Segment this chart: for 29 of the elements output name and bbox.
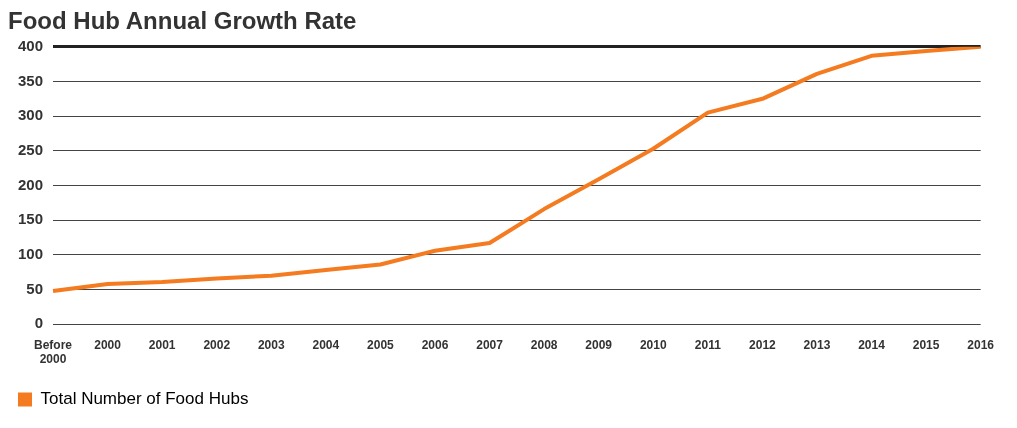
x-tick-label: 2009	[585, 337, 613, 352]
x-tick-label: 2001	[148, 337, 176, 352]
x-tick-label: Before 2000	[34, 337, 73, 367]
x-tick-label: 2007	[476, 337, 504, 352]
legend-label: Total Number of Food Hubs	[40, 389, 249, 409]
x-tick-label: 2015	[912, 337, 940, 352]
x-tick-label: 2011	[694, 337, 722, 352]
y-tick-label: 100	[18, 244, 44, 262]
x-tick-label: 2000	[94, 337, 122, 352]
y-tick-label: 400	[18, 36, 44, 54]
x-tick-label: 2016	[967, 337, 995, 352]
x-tick-label: 2002	[203, 337, 231, 352]
x-tick-label: 2004	[312, 337, 340, 352]
y-tick-label: 150	[18, 210, 44, 228]
chart-title: Food Hub Annual Growth Rate	[8, 7, 357, 35]
y-tick-label: 300	[18, 106, 44, 124]
y-tick-label: 350	[18, 71, 44, 89]
x-tick-label: 2014	[858, 337, 886, 352]
x-tick-label: 2010	[639, 337, 667, 352]
y-tick-label: 250	[18, 140, 44, 158]
x-tick-label: 2006	[421, 337, 449, 352]
y-tick-label: 50	[26, 279, 44, 297]
y-tick-label: 200	[18, 175, 44, 193]
x-tick-label: 2003	[257, 337, 285, 352]
x-tick-label: 2008	[530, 337, 558, 352]
x-tick-label: 2013	[803, 337, 831, 352]
x-tick-label: 2012	[749, 337, 777, 352]
y-tick-label: 0	[34, 314, 44, 332]
x-tick-label: 2005	[367, 337, 395, 352]
